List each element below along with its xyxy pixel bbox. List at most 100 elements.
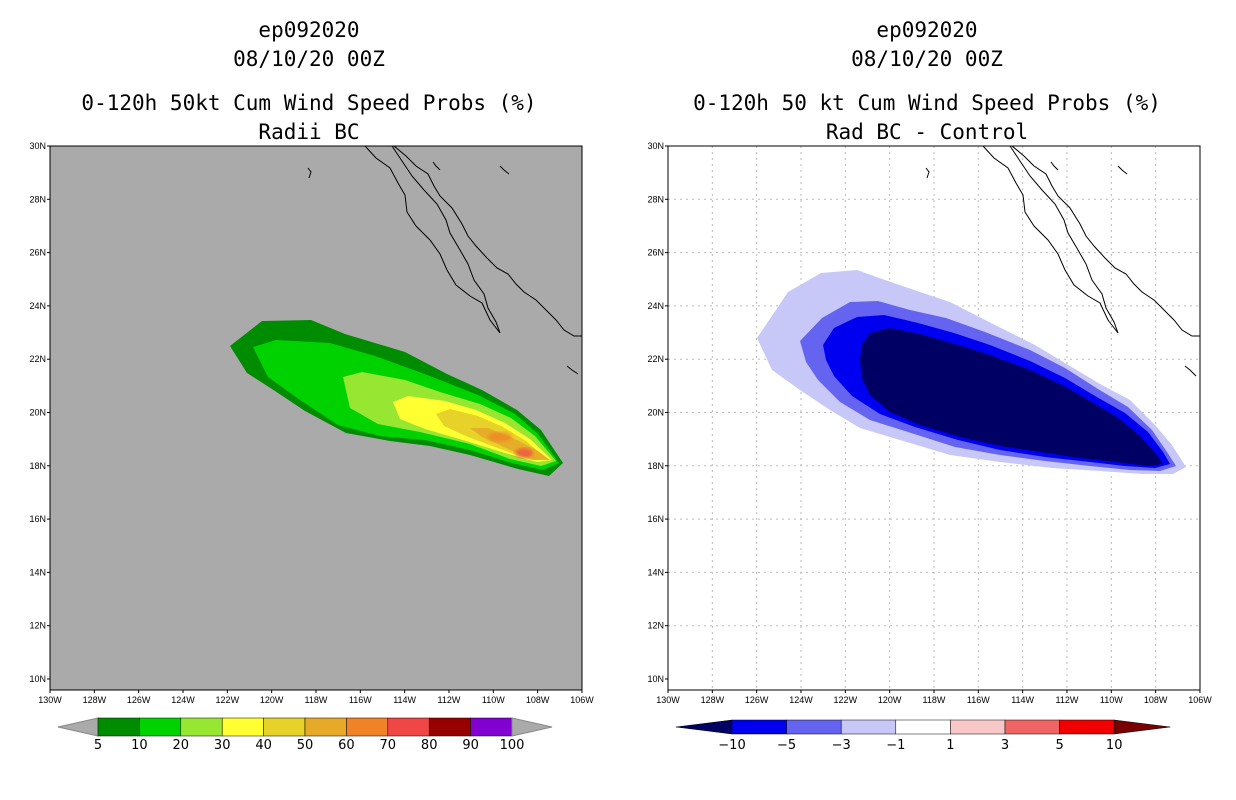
colorbar-swatch — [139, 717, 182, 737]
left-lon-label: 126W — [127, 695, 151, 705]
colorbar-label: 100 — [500, 738, 525, 753]
colorbar-label: 20 — [173, 738, 190, 753]
right-lat-label: 28N — [647, 194, 664, 204]
colorbar-swatch — [221, 717, 264, 737]
colorbar-swatch — [387, 717, 430, 737]
colorbar-label: 3 — [1001, 738, 1009, 753]
right-lat-labels: 30N 28N 26N 24N 22N 20N 18N 16N 14N 12N 10N — [647, 141, 668, 684]
colorbar-label: 5 — [1055, 738, 1063, 753]
left-lat-label: 24N — [29, 301, 46, 311]
left-subtitle: Radii BC — [258, 120, 360, 144]
colorbar-label: 5 — [94, 738, 102, 753]
left-map-panel: 30N 28N 26N 24N 22N 20N 18N 16N 14N 12N 10N 130W 12… — [29, 141, 594, 705]
right-map-panel: 30N 28N 26N 24N 22N 20N 18N 16N 14N 12N 10N 130W 12… — [647, 141, 1212, 705]
right-lat-label: 14N — [647, 567, 664, 577]
colorbar-left-arrow — [57, 717, 99, 737]
colorbar-label: 60 — [338, 738, 355, 753]
colorbar-swatch — [840, 719, 897, 735]
colorbar-swatch — [731, 719, 787, 735]
colorbar-swatch — [263, 717, 306, 737]
right-lon-label: 108W — [1144, 695, 1168, 705]
colorbar-label: 40 — [255, 738, 272, 753]
colorbar-swatch — [346, 717, 389, 737]
left-lon-label: 110W — [482, 695, 505, 705]
right-lon-label: 116W — [967, 695, 990, 705]
right-lat-label: 20N — [647, 408, 664, 418]
right-lon-label: 114W — [1011, 695, 1034, 705]
left-lon-label: 116W — [349, 695, 372, 705]
colorbar-label: 70 — [380, 738, 397, 753]
colorbar-swatch — [1059, 719, 1115, 735]
colorbar-swatch — [786, 719, 842, 735]
prob-contour-70 — [515, 448, 533, 458]
right-lon-label: 106W — [1188, 695, 1212, 705]
colorbar-label: 30 — [214, 738, 231, 753]
colorbar-swatch — [895, 719, 951, 735]
right-lat-label: 22N — [647, 354, 664, 364]
right-lat-label: 16N — [647, 514, 664, 524]
left-coastline — [307, 145, 582, 375]
right-lat-label: 24N — [647, 301, 664, 311]
left-lon-label: 120W — [260, 695, 284, 705]
colorbar-label: −1 — [886, 738, 905, 753]
colorbar-label: 1 — [946, 738, 954, 753]
colorbar-label: −5 — [777, 738, 796, 753]
right-datetime: 08/10/20 00Z — [851, 47, 1003, 71]
colorbar-swatch — [304, 717, 347, 737]
right-coastline — [925, 145, 1200, 377]
left-title: 0-120h 50kt Cum Wind Speed Probs (%) — [81, 91, 537, 115]
colorbar-swatch — [97, 717, 140, 737]
colorbar-label: 10 — [131, 738, 148, 753]
left-lat-label: 30N — [29, 141, 46, 151]
colorbar-right-arrow — [1113, 719, 1171, 735]
left-lat-label: 18N — [29, 461, 46, 471]
left-lat-label: 12N — [29, 621, 46, 631]
right-lon-label: 128W — [701, 695, 725, 705]
right-subtitle: Rad BC - Control — [825, 120, 1029, 144]
colorbar-label: 80 — [421, 738, 438, 753]
left-lon-label: 112W — [438, 695, 461, 705]
right-lat-label: 30N — [647, 141, 664, 151]
colorbar-label: 50 — [297, 738, 314, 753]
colorbar-label: 90 — [462, 738, 479, 753]
right-lon-label: 120W — [878, 695, 902, 705]
colorbar-swatch — [470, 717, 513, 737]
left-probability-field — [230, 320, 563, 476]
right-lon-label: 124W — [789, 695, 813, 705]
right-lat-label: 12N — [647, 621, 664, 631]
colorbar-label: −3 — [832, 738, 851, 753]
right-storm-id: ep092020 — [876, 18, 978, 42]
right-lat-label: 10N — [647, 674, 664, 684]
left-datetime: 08/10/20 00Z — [233, 47, 385, 71]
left-colorbar: 5 10 20 30 40 50 60 70 80 90 100 — [57, 717, 553, 753]
right-lon-label: 118W — [923, 695, 946, 705]
right-difference-field — [757, 270, 1186, 474]
right-title: 0-120h 50 kt Cum Wind Speed Probs (%) — [693, 91, 1161, 115]
right-lon-label: 122W — [834, 695, 858, 705]
right-lon-label: 130W — [656, 695, 680, 705]
left-lon-labels: 130W 128W 126W 124W 122W 120W 118W 116W 114W 112W… — [38, 690, 594, 705]
right-colorbar: −10 −5 −3 −1 1 3 5 10 — [675, 719, 1171, 753]
colorbar-swatch — [1004, 719, 1060, 735]
colorbar-swatch — [180, 717, 223, 737]
right-lon-labels: 130W 128W 126W 124W 122W 120W 118W 116W 114W 112W… — [656, 690, 1212, 705]
left-storm-id: ep092020 — [258, 18, 360, 42]
left-lat-label: 28N — [29, 194, 46, 204]
right-lon-label: 112W — [1056, 695, 1079, 705]
left-lon-label: 122W — [216, 695, 240, 705]
left-lon-label: 130W — [38, 695, 62, 705]
left-lon-label: 108W — [526, 695, 550, 705]
left-lat-label: 20N — [29, 408, 46, 418]
colorbar-label: 10 — [1106, 738, 1123, 753]
left-lat-label: 26N — [29, 248, 46, 258]
left-lon-label: 106W — [570, 695, 594, 705]
left-lon-label: 128W — [83, 695, 107, 705]
left-lat-labels: 30N 28N 26N 24N 22N 20N 18N 16N 14N 12N 10N — [29, 141, 50, 684]
right-lon-label: 110W — [1100, 695, 1123, 705]
colorbar-swatch — [428, 717, 471, 737]
left-lat-label: 14N — [29, 567, 46, 577]
right-lat-label: 18N — [647, 461, 664, 471]
right-lat-label: 26N — [647, 248, 664, 258]
colorbar-left-arrow — [675, 719, 733, 735]
colorbar-label: −10 — [718, 738, 745, 753]
